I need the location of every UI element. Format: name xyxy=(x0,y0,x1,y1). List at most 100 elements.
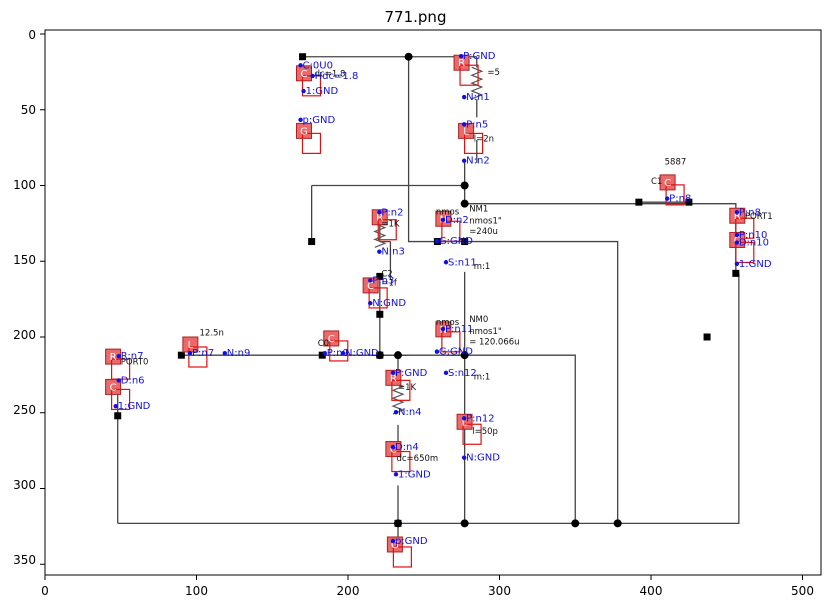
pin-label: S:n12 xyxy=(448,368,477,379)
pin-label: P:n11 xyxy=(445,324,473,335)
component-tag-box xyxy=(729,207,746,224)
pin-label: N:n9 xyxy=(227,348,251,359)
component-letter: C xyxy=(367,281,374,292)
component-value-label: nmos1" xyxy=(469,216,502,226)
component-letter: L xyxy=(463,126,469,137)
terminal-square xyxy=(376,310,384,318)
pin-label: R:n7 xyxy=(121,351,144,362)
terminal-square xyxy=(461,238,469,246)
pin-label: S:n11 xyxy=(448,257,477,268)
pin-dot xyxy=(461,158,467,163)
pin-label: P:n9 xyxy=(327,348,349,359)
component-value-label: =1f xyxy=(381,278,398,288)
terminal-square xyxy=(177,351,185,359)
component-tag-box xyxy=(105,378,122,395)
terminal-square xyxy=(732,269,740,277)
axes-frame xyxy=(44,29,822,576)
pin-dot xyxy=(377,210,382,215)
junction-dot xyxy=(393,351,402,360)
pin-dot xyxy=(434,238,440,244)
component-tag-box xyxy=(295,122,312,139)
pin-dot xyxy=(368,278,373,283)
pin-dot xyxy=(734,261,740,266)
pin-label: 1:GND xyxy=(739,259,772,270)
component-tag-box xyxy=(456,413,473,430)
pin-label: P:GND xyxy=(463,51,496,62)
component-tag-box xyxy=(323,330,340,347)
pin-label: G:GND xyxy=(439,236,473,247)
pin-label: D:n4 xyxy=(395,442,419,453)
component-value-label: =1K xyxy=(381,219,400,229)
pin-label: N:n1 xyxy=(466,92,490,103)
component-value-label: PORT0 xyxy=(121,357,149,367)
component-c: C xyxy=(323,330,349,362)
terminal-square xyxy=(635,198,643,206)
pin-dot xyxy=(440,217,446,223)
pin-dot xyxy=(734,232,740,238)
component-letter: R xyxy=(376,213,383,224)
component-tag-box xyxy=(295,65,312,82)
component-r: R xyxy=(453,54,479,86)
resistor-symbol xyxy=(391,381,405,415)
terminal-square xyxy=(394,519,402,527)
pin-dot xyxy=(734,210,740,215)
axis-ticks xyxy=(40,33,803,580)
component-value-label: l=50p xyxy=(472,427,498,437)
terminal-square xyxy=(318,351,326,359)
pin-dot xyxy=(434,349,440,354)
pin-dot xyxy=(461,416,467,421)
component-value-label: NM0 xyxy=(469,315,488,325)
x-tick-label: 400 xyxy=(640,584,663,598)
pin-dot xyxy=(298,63,303,68)
pin-dot xyxy=(298,117,303,123)
pin-label: N:GND xyxy=(372,298,406,309)
component-value-label: =240u xyxy=(469,227,498,237)
pin-label: P:n5 xyxy=(466,119,488,130)
component-c: C xyxy=(659,174,685,206)
terminal-square xyxy=(685,198,693,206)
component-tag-box xyxy=(362,277,379,294)
component-value-label: C1 xyxy=(651,177,662,187)
component-letter: C xyxy=(300,69,307,80)
component-outline xyxy=(301,132,322,154)
y-tick-label: 350 xyxy=(13,553,36,567)
wire xyxy=(407,56,619,524)
component-value-label: =1K xyxy=(398,383,417,393)
x-tick-labels: 0 100 200 300 400 500 xyxy=(41,584,814,598)
junction-dot xyxy=(460,519,469,528)
component-outline xyxy=(459,64,479,86)
component-value-label: 12.5n xyxy=(200,328,224,338)
component-value-label: nmos xyxy=(436,207,460,217)
component-boxes: CGRLCRNRCCNLCRCRLCG xyxy=(105,54,755,568)
pin-label: D:n10 xyxy=(739,238,769,249)
pin-dot xyxy=(222,350,227,356)
component-letter: G xyxy=(391,540,399,551)
pin-dot xyxy=(461,94,467,100)
component-value-label: = 120.066u xyxy=(469,338,519,348)
component-letter: C xyxy=(390,445,397,456)
pin-label: G:GND xyxy=(439,347,473,358)
pin-dot xyxy=(368,300,373,306)
component-outline xyxy=(391,379,411,401)
component-l: L xyxy=(458,122,484,154)
pin-label: P:n10 xyxy=(739,230,767,241)
pin-label: D:n2 xyxy=(445,215,469,226)
pin-label: D:n6 xyxy=(121,375,145,386)
pin-dot xyxy=(393,472,399,477)
terminal-square xyxy=(376,272,384,280)
pin-dot xyxy=(187,350,193,356)
component-outline xyxy=(665,184,685,206)
pin-dot xyxy=(340,350,346,356)
y-tick-label: 0 xyxy=(28,28,36,42)
pin-label: N:GND xyxy=(466,453,500,464)
pin-dot xyxy=(461,122,467,127)
pin-label: P:n7 xyxy=(192,348,214,359)
pin-label: P:n2 xyxy=(381,207,403,218)
pin-label: N:n2 xyxy=(466,156,490,167)
pin-dot xyxy=(734,240,740,245)
pin-dot xyxy=(664,196,670,201)
component-value-label: C0 xyxy=(318,339,329,349)
x-tick-label: 100 xyxy=(185,584,208,598)
component-letter: C xyxy=(328,334,335,345)
pin-dot xyxy=(461,455,467,460)
